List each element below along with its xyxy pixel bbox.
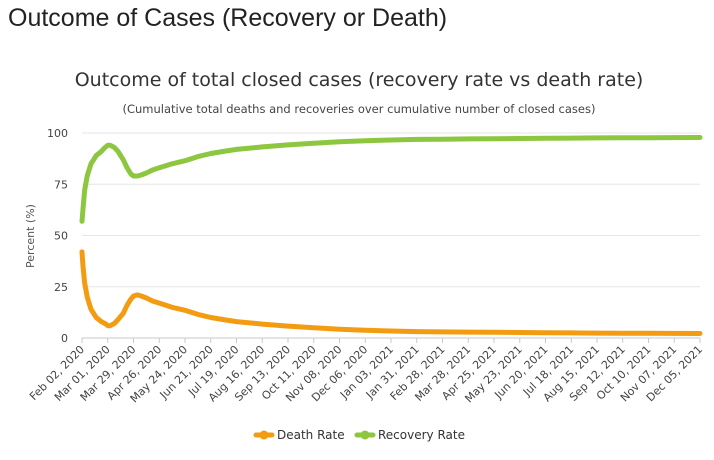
y-tick-label: 75 — [54, 178, 68, 191]
legend-label: Death Rate — [277, 428, 345, 442]
legend-item-death-rate[interactable]: Death Rate — [253, 428, 345, 442]
page-heading: Outcome of Cases (Recovery or Death) — [8, 4, 448, 32]
y-tick-label: 50 — [54, 230, 68, 243]
legend-marker — [259, 430, 269, 440]
series-lines — [79, 135, 703, 336]
chart-subtitle: (Cumulative total deaths and recoveries … — [123, 102, 596, 116]
legend-marker — [360, 430, 370, 440]
chart-title: Outcome of total closed cases (recovery … — [75, 69, 644, 91]
y-tick-label: 100 — [47, 127, 68, 140]
y-tick-label: 0 — [61, 332, 68, 345]
y-axis-label: Percent (%) — [24, 204, 37, 268]
y-tick-label: 25 — [54, 281, 68, 294]
series-line-recovery-rate — [79, 135, 703, 224]
legend-label: Recovery Rate — [378, 428, 465, 442]
legend[interactable]: Death Rate Recovery Rate — [253, 428, 465, 442]
y-axis-ticks: 0 25 50 75 100 — [47, 127, 68, 345]
series-line-death-rate — [79, 249, 703, 336]
legend-item-recovery-rate[interactable]: Recovery Rate — [354, 428, 465, 442]
